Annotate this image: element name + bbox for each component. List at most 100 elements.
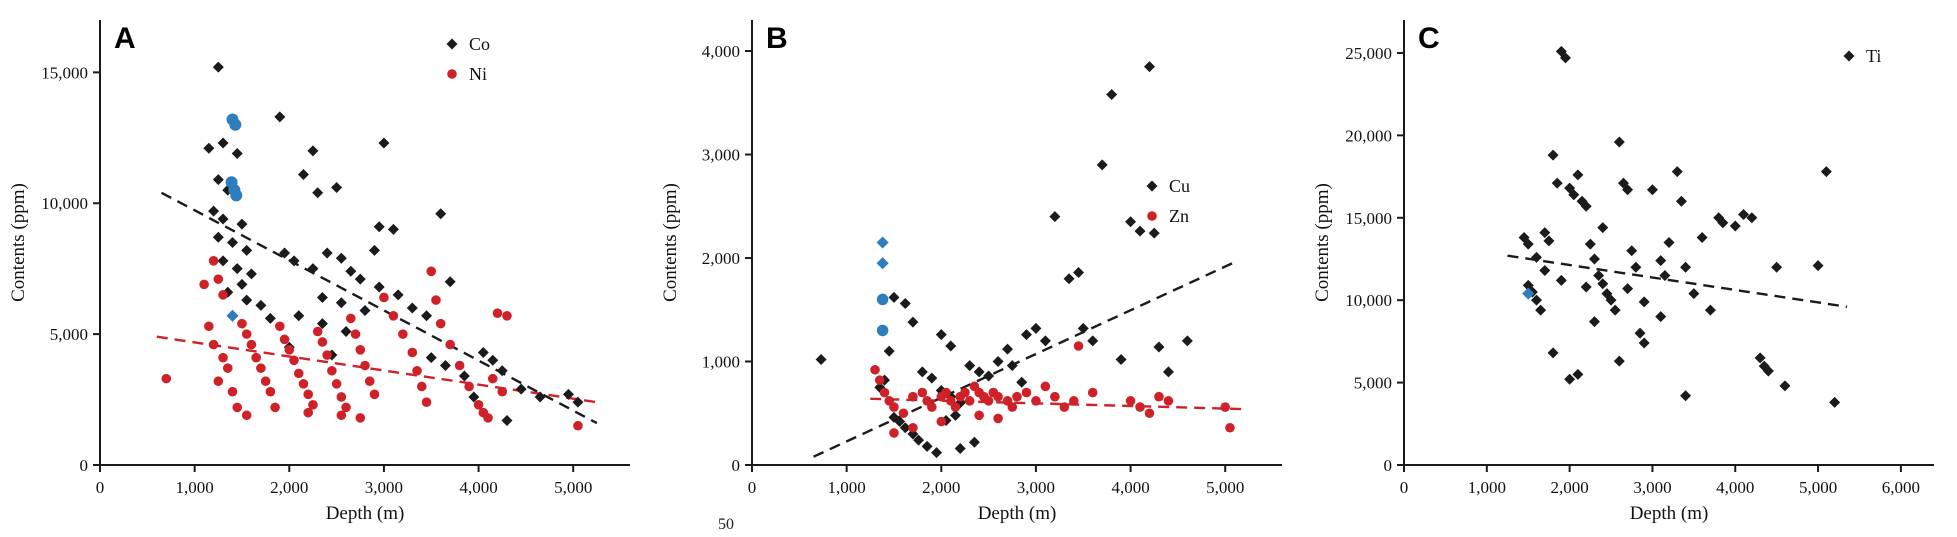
data-point-Ti xyxy=(1584,238,1596,250)
legend-marker-Ni xyxy=(447,69,457,79)
y-axis-title: Contents (ppm) xyxy=(1312,183,1333,302)
data-point-Cu xyxy=(926,372,938,384)
data-point-Ni xyxy=(237,318,247,329)
data-point-Cu xyxy=(1006,360,1018,372)
data-point-Zn xyxy=(1163,396,1174,406)
chart-panel-c: 0 1,000 2,000 3,000 4,000 5,000 6,000 0 5,000 10,… xyxy=(1304,0,1956,537)
x-tick-label: 4,000 xyxy=(459,478,497,497)
data-point-Co xyxy=(468,391,480,403)
data-point-Co xyxy=(477,346,489,358)
chart-svg-b: 0 1,000 2,000 3,000 4,000 5,000 0 1,000 2,000 3,0… xyxy=(660,20,1282,524)
data-point-Co xyxy=(392,289,404,301)
data-point-Ni xyxy=(464,381,474,392)
data-point-Zn xyxy=(1073,341,1084,351)
data-point-Cu xyxy=(913,434,925,446)
data-point-Zn xyxy=(927,402,937,412)
data-point-Cu xyxy=(1096,159,1108,171)
y-tick-label: 15,000 xyxy=(1345,209,1392,228)
chart-panel-b: 0 1,000 2,000 3,000 4,000 5,000 0 1,000 2,000 3,0… xyxy=(652,0,1304,537)
y-tick-label: 25,000 xyxy=(1345,44,1392,63)
x-tick-label: 6,000 xyxy=(1882,478,1920,497)
panel-letter: B xyxy=(766,22,788,55)
data-point-Zn xyxy=(1087,387,1098,398)
data-point-Ni xyxy=(350,329,361,339)
y-axis-title: Contents (ppm) xyxy=(8,183,29,302)
data-point-highlight_blue_diamonds xyxy=(876,257,889,270)
data-point-Co xyxy=(373,281,385,293)
data-point-highlight_blue_diamonds xyxy=(226,309,239,322)
data-point-Ti xyxy=(1547,347,1559,359)
data-point-Co xyxy=(307,263,319,275)
x-tick-label: 1,000 xyxy=(828,478,866,497)
data-point-Ti xyxy=(1829,396,1841,408)
data-point-Ni xyxy=(416,381,427,392)
data-point-Ni xyxy=(364,376,375,387)
data-point-Ti xyxy=(1609,304,1621,316)
data-point-Zn xyxy=(1220,402,1231,412)
data-point-Ni xyxy=(251,352,261,363)
data-point-Ni xyxy=(308,399,318,410)
data-point-Ni xyxy=(293,368,304,379)
data-point-Zn xyxy=(1050,391,1060,402)
data-point-Zn xyxy=(1031,396,1041,406)
data-point-Co xyxy=(534,391,546,403)
data-point-Ni xyxy=(208,256,219,266)
data-point-Ni xyxy=(317,337,328,347)
data-point-Ti xyxy=(1771,261,1783,273)
data-point-Zn xyxy=(936,416,947,427)
data-point-Ni xyxy=(331,379,342,389)
data-point-Cu xyxy=(931,447,943,459)
data-point-Co xyxy=(241,294,253,306)
data-point-Ni xyxy=(222,363,233,373)
data-point-Ni xyxy=(346,313,356,324)
data-point-Cu xyxy=(1106,89,1118,101)
data-point-Ni xyxy=(241,329,252,339)
data-point-Zn xyxy=(960,387,970,398)
y-axis-title: Contents (ppm) xyxy=(660,183,681,302)
data-point-Co xyxy=(227,237,238,248)
data-point-Ni xyxy=(275,321,285,332)
legend-label: Zn xyxy=(1169,206,1189,226)
data-point-Ti xyxy=(1680,261,1692,273)
data-point-Ti xyxy=(1539,227,1551,239)
legend-label: Ti xyxy=(1866,46,1881,66)
data-point-Cu xyxy=(1077,322,1089,334)
data-point-Ti xyxy=(1572,169,1584,181)
data-point-Ni xyxy=(398,329,408,339)
data-point-Ti xyxy=(1762,365,1774,377)
y-tick-label: 0 xyxy=(1384,456,1393,475)
legend-marker-Co xyxy=(446,38,458,50)
data-point-Ni xyxy=(412,365,422,376)
legend-label: Ni xyxy=(469,64,487,84)
data-point-Ni xyxy=(298,379,309,389)
data-point-highlight_blue_circles xyxy=(876,324,889,337)
data-point-Ti xyxy=(1717,217,1729,229)
x-tick-label: 5,000 xyxy=(554,478,592,497)
data-point-Ni xyxy=(360,360,370,371)
data-point-Cu xyxy=(907,316,919,328)
data-point-Co xyxy=(203,142,215,154)
data-point-Ni xyxy=(454,360,465,371)
data-point-Co xyxy=(439,360,451,372)
data-point-Ti xyxy=(1531,251,1542,263)
x-axis-title: Depth (m) xyxy=(326,503,405,524)
chart-svg-c: 0 1,000 2,000 3,000 4,000 5,000 6,000 0 5,000 10,… xyxy=(1312,20,1934,524)
data-point-Ni xyxy=(256,363,266,373)
data-point-Zn xyxy=(1007,402,1018,412)
data-point-Co xyxy=(340,326,352,337)
data-point-Ni xyxy=(218,352,228,363)
x-tick-label: 3,000 xyxy=(1633,478,1671,497)
data-point-Ti xyxy=(1622,184,1634,196)
data-point-Co xyxy=(212,61,224,73)
data-point-Ni xyxy=(208,339,219,350)
data-point-Ti xyxy=(1630,261,1642,273)
data-point-Ti xyxy=(1588,253,1600,265)
data-point-Zn xyxy=(950,402,961,412)
data-point-Ti xyxy=(1820,166,1832,178)
data-point-Co xyxy=(274,111,286,123)
data-point-Cu xyxy=(1162,366,1174,378)
data-point-Ni xyxy=(341,402,351,413)
data-point-Zn xyxy=(879,387,890,398)
data-point-Ni xyxy=(279,334,290,345)
data-point-Zn xyxy=(1225,422,1235,433)
